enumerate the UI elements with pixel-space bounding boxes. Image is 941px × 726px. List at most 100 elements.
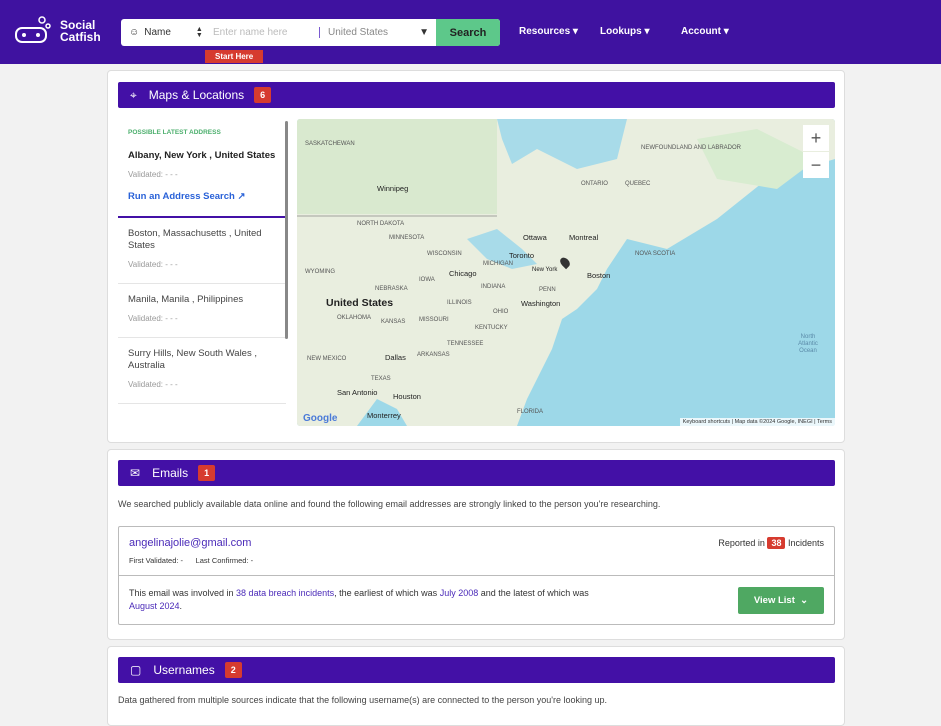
- map-region-label: NEWFOUNDLAND AND LABRADOR: [641, 145, 742, 151]
- address-list-scrollbar[interactable]: [285, 121, 288, 339]
- map-city-label: Chicago: [449, 269, 477, 278]
- address-item[interactable]: Manila, Manila , Philippines Validated: -…: [118, 284, 286, 338]
- incidents-badge: 38: [767, 537, 786, 549]
- address-name: Surry Hills, New South Wales , Australia: [128, 348, 257, 371]
- map[interactable]: Winnipeg Ottawa Montreal Toronto Chicago…: [297, 119, 835, 426]
- map-region-label: TENNESSEE: [447, 341, 484, 347]
- count-badge: 6: [254, 87, 272, 103]
- section-title: Usernames: [153, 663, 215, 677]
- map-region-label: ILLINOIS: [447, 300, 472, 306]
- map-region-label: KANSAS: [381, 319, 406, 325]
- emails-section: ✉ Emails 1 We searched publicly available …: [107, 449, 845, 640]
- breach-text: , the earliest of which was: [334, 588, 440, 598]
- map-city-label: Boston: [587, 271, 611, 280]
- logo[interactable]: Social Catfish: [12, 16, 101, 46]
- map-region-label: QUEBEC: [625, 181, 651, 187]
- latest-date: August 2024: [129, 601, 180, 611]
- view-list-button[interactable]: View List ⌄: [738, 587, 824, 614]
- nav-label: Lookups: [600, 26, 642, 37]
- view-list-label: View List: [753, 595, 795, 606]
- section-title: Maps & Locations: [148, 88, 245, 102]
- reported-prefix: Reported in: [718, 538, 765, 548]
- map-city-label: Montreal: [569, 233, 599, 242]
- nav-label: Account: [681, 26, 721, 37]
- validated-text: Validated: - - -: [128, 170, 178, 179]
- map-pin-icon: ⌖: [130, 87, 137, 102]
- nav-lookups[interactable]: Lookups ▾: [600, 26, 650, 37]
- breach-text: and the latest of which was: [478, 588, 589, 598]
- search-button[interactable]: Search: [436, 19, 500, 46]
- map-region-label: IOWA: [419, 277, 435, 283]
- email-address[interactable]: angelinajolie@gmail.com: [129, 537, 252, 549]
- maps-section: ⌖ Maps & Locations 6 POSSIBLE LATEST ADDRE…: [107, 70, 845, 443]
- chat-icon: ▢: [130, 663, 142, 677]
- map-region-label: PENN: [539, 287, 556, 293]
- map-region-label: NEBRASKA: [375, 286, 408, 292]
- map-region-label: MINNESOTA: [389, 235, 425, 241]
- map-city-label: New York: [532, 267, 558, 273]
- run-address-search-label: Run an Address Search: [128, 191, 235, 202]
- map-region-label: MICHIGAN: [483, 261, 513, 267]
- map-city-label: Ottawa: [523, 233, 547, 242]
- count-badge: 2: [224, 662, 242, 678]
- validated-text: Validated: - - -: [128, 260, 178, 269]
- count-badge: 1: [198, 465, 216, 481]
- address-item[interactable]: Surry Hills, New South Wales , Australia…: [118, 338, 286, 404]
- breach-summary: This email was involved in 38 data breac…: [129, 587, 589, 613]
- last-confirmed: Last Confirmed: -: [195, 556, 254, 565]
- chevron-down-icon: ⌄: [800, 595, 809, 606]
- land-shape: [297, 119, 835, 426]
- country-select[interactable]: United States ▼: [319, 27, 435, 38]
- zoom-out-button[interactable]: −: [803, 152, 829, 178]
- address-name: Boston, Massachusetts , United States: [128, 228, 262, 251]
- search-type-select[interactable]: ☺ Name ▲ ▼: [121, 25, 213, 39]
- map-country-label: United States: [326, 297, 394, 309]
- email-dates: First Validated: - Last Confirmed: -: [129, 556, 253, 565]
- section-title: Emails: [152, 466, 189, 480]
- zoom-in-button[interactable]: +: [803, 125, 829, 151]
- map-region-label: WYOMING: [305, 269, 335, 275]
- map-region-label: WISCONSIN: [427, 251, 462, 257]
- divider: [119, 575, 834, 576]
- map-region-label: NEW MEXICO: [307, 356, 347, 362]
- map-region-label: MISSOURI: [419, 317, 449, 323]
- breach-text: This email was involved in: [129, 588, 237, 598]
- nav-account[interactable]: Account ▾: [681, 26, 729, 37]
- validated-text: Validated: - - -: [128, 314, 178, 323]
- logo-line1: Social: [60, 18, 96, 32]
- map-city-label: San Antonio: [337, 388, 378, 397]
- catfish-logo-icon: [15, 16, 51, 43]
- search-bar: ☺ Name ▲▼ United States ▼ Search: [121, 19, 500, 46]
- keyboard-shortcuts-link[interactable]: Keyboard shortcuts: [682, 419, 731, 425]
- map-city-label: Monterrey: [367, 411, 401, 420]
- maps-header: ⌖ Maps & Locations 6: [118, 82, 835, 108]
- map-data-credit: Map data ©2024 Google, INEGI: [734, 419, 813, 425]
- address-item[interactable]: Boston, Massachusetts , United States Val…: [118, 218, 286, 284]
- name-input[interactable]: [213, 27, 319, 38]
- logo-line2: Catfish: [60, 30, 101, 44]
- address-item[interactable]: POSSIBLE LATEST ADDRESS Albany, New York…: [118, 119, 286, 218]
- reported-suffix: Incidents: [787, 538, 824, 548]
- breach-link[interactable]: 38 data breach incidents: [236, 588, 335, 598]
- map-region-label: SASKATCHEWAN: [305, 141, 355, 147]
- envelope-icon: ✉: [130, 466, 141, 480]
- map-region-label: TEXAS: [371, 376, 391, 382]
- terms-link[interactable]: Terms: [817, 419, 832, 425]
- address-name: Albany, New York , United States: [128, 150, 276, 161]
- updown-icon: ▲ ▼: [195, 25, 203, 39]
- map-city-label: Toronto: [509, 251, 535, 260]
- nav-resources[interactable]: Resources ▾: [519, 26, 578, 37]
- run-address-search-link[interactable]: Run an Address Search ↗: [128, 191, 276, 202]
- map-attribution: Keyboard shortcuts | Map data ©2024 Goog…: [679, 418, 835, 426]
- map-region-label: KENTUCKY: [475, 325, 508, 331]
- possible-latest-label: POSSIBLE LATEST ADDRESS: [128, 129, 221, 136]
- reported-incidents: Reported in 38 Incidents: [718, 537, 824, 549]
- map-city-label: Houston: [393, 392, 421, 401]
- first-validated: First Validated: -: [129, 556, 184, 565]
- map-city-label: Winnipeg: [377, 184, 409, 193]
- email-card: angelinajolie@gmail.com First Validated:…: [118, 526, 835, 625]
- breach-text: .: [179, 601, 183, 611]
- map-ocean-label: North Atlantic Ocean: [798, 334, 818, 354]
- validated-text: Validated: - - -: [128, 380, 178, 389]
